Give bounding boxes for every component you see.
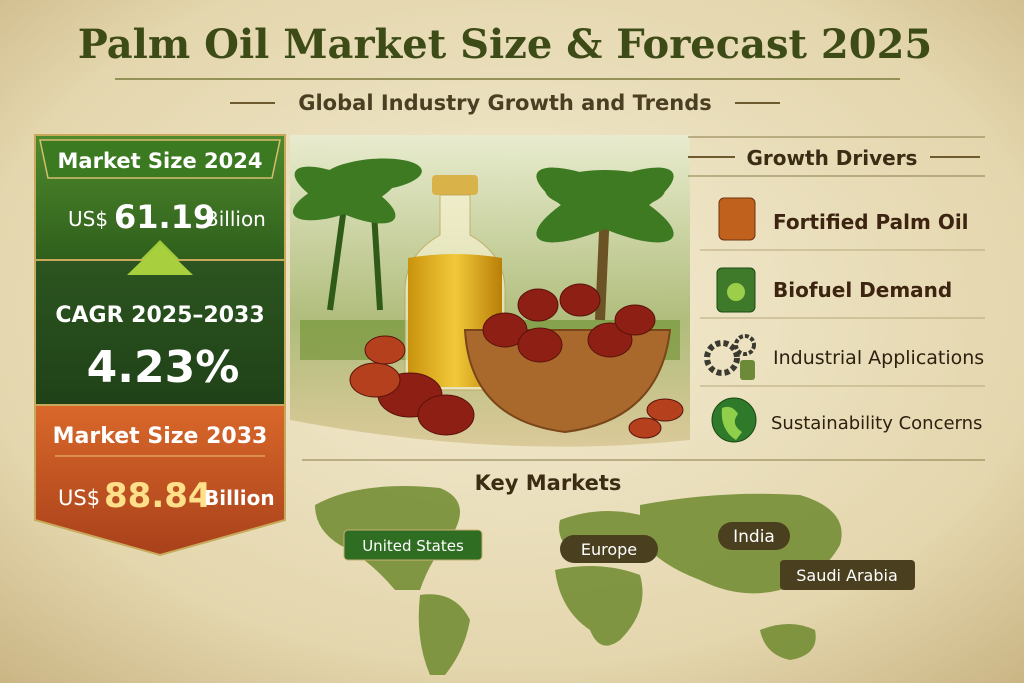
- fruit: [628, 417, 662, 439]
- fruit: [364, 335, 406, 365]
- fruit: [517, 288, 559, 322]
- growth-drivers: Growth Drivers Fortified Palm Oil Biofue…: [688, 136, 985, 443]
- section-title: Growth Drivers: [747, 146, 918, 170]
- market: Europe: [581, 540, 637, 559]
- stat-value: 88.84: [104, 476, 212, 516]
- currency: US$: [58, 486, 100, 510]
- palm-fronds: [292, 158, 674, 243]
- key-markets: Key Markets United States Europe India S…: [302, 459, 985, 675]
- palm-fruits: [349, 283, 684, 439]
- market: Saudi Arabia: [796, 566, 898, 585]
- panel-bottom: [34, 404, 286, 557]
- fruit: [614, 304, 656, 336]
- australia: [760, 624, 816, 660]
- up-arrow-front: [127, 243, 193, 275]
- driver: Industrial Applications: [773, 347, 984, 369]
- driver: Biofuel Demand: [773, 278, 952, 302]
- fruit: [482, 312, 528, 348]
- icon-can: [740, 360, 755, 380]
- south-america: [418, 594, 470, 675]
- icon-oil: [718, 197, 756, 241]
- market: United States: [362, 537, 464, 555]
- market: India: [733, 527, 775, 547]
- driver: Sustainability Concerns: [771, 413, 982, 434]
- panel-middle: [34, 259, 286, 406]
- ribbon: [39, 139, 281, 179]
- trunk: [327, 199, 348, 311]
- stat-label: CAGR 2025–2033: [55, 303, 264, 328]
- fruit: [646, 398, 684, 422]
- fruit: [517, 327, 563, 363]
- stat-label: Market Size 2024: [58, 149, 263, 173]
- bottle-cap: [432, 175, 478, 195]
- fruit: [349, 362, 401, 398]
- icon-gear: [734, 334, 756, 356]
- unit: Billion: [205, 207, 266, 231]
- market-tag: [343, 529, 483, 561]
- market-tag: [560, 535, 658, 563]
- fruit: [417, 394, 475, 436]
- frond: [294, 166, 396, 224]
- icon-leaf: [727, 283, 745, 301]
- section-title: Key Markets: [475, 471, 622, 495]
- stat-label: Market Size 2033: [53, 424, 268, 449]
- icon-continent: [721, 406, 742, 440]
- stat-value: 61.19: [114, 198, 215, 236]
- unit: Billion: [204, 486, 275, 510]
- fruit: [559, 283, 601, 317]
- currency: US$: [68, 207, 108, 231]
- frond: [545, 170, 665, 210]
- market-tag: [780, 560, 915, 590]
- illustration: [290, 135, 690, 447]
- subtitle: Global Industry Growth and Trends: [298, 91, 712, 115]
- stat-value: 4.23%: [87, 342, 240, 393]
- africa: [555, 566, 643, 646]
- title: Palm Oil Market Size & Forecast 2025: [78, 21, 933, 68]
- driver: Fortified Palm Oil: [773, 210, 969, 234]
- fruit: [587, 322, 633, 358]
- stats-panel: Market Size 2024 US$ 61.19 Billion CAGR …: [34, 134, 286, 557]
- market-tag: [718, 522, 790, 550]
- frond: [322, 158, 422, 192]
- icon-gear: [704, 340, 740, 376]
